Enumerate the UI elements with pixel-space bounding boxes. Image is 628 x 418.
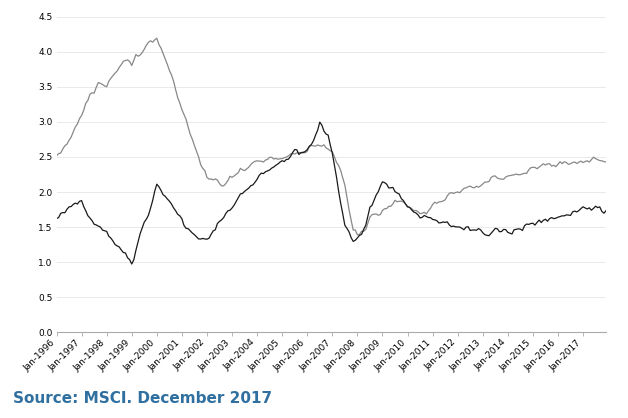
Text: Source: MSCI. December 2017: Source: MSCI. December 2017: [13, 391, 272, 406]
